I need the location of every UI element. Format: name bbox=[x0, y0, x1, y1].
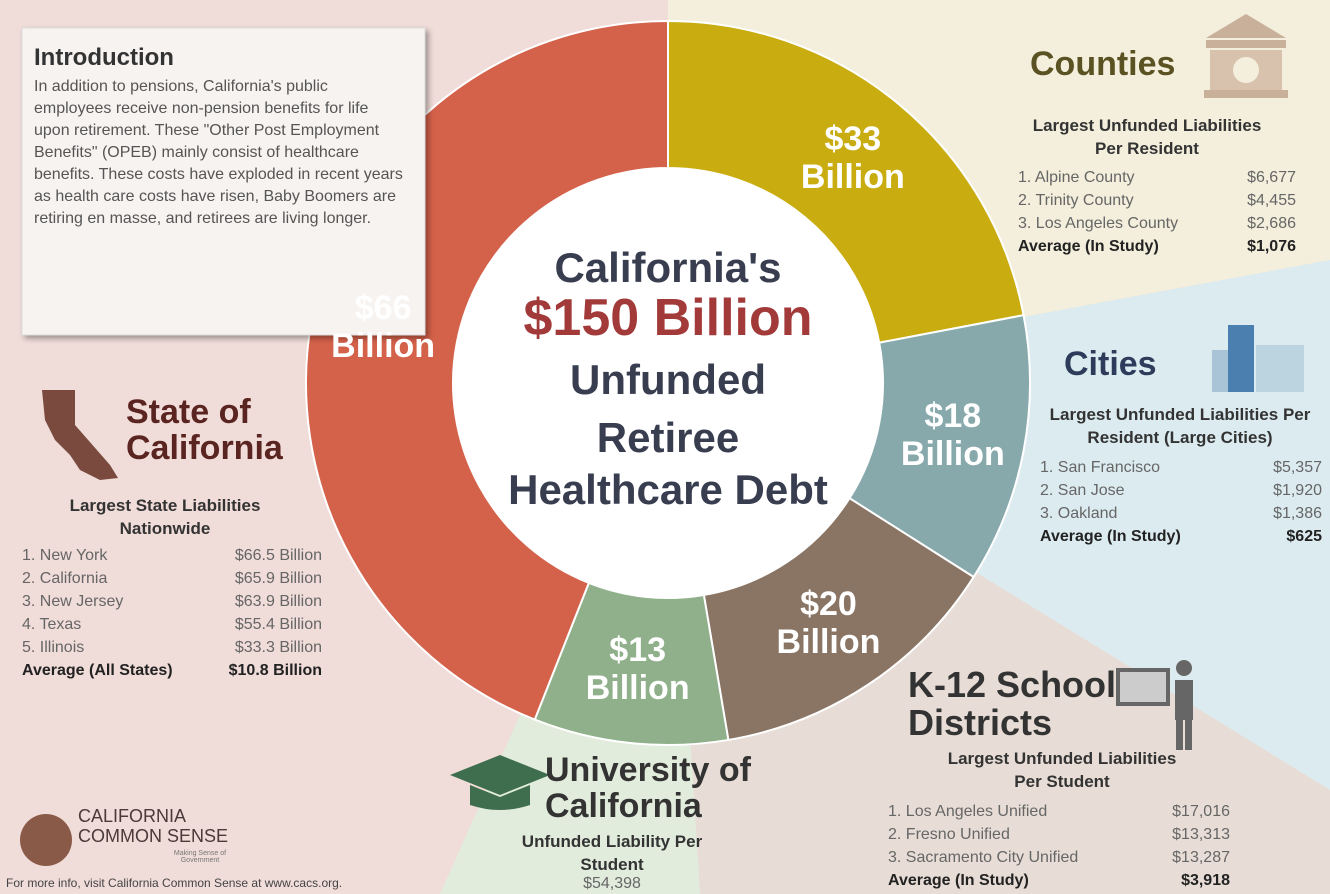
table-row: 1. San Francisco $5,357 bbox=[1040, 456, 1322, 479]
table-row: 3. Sacramento City Unified $13,287 bbox=[888, 846, 1230, 869]
row-name: 3. New Jersey bbox=[22, 593, 124, 610]
table-row: 2. Fresno Unified $13,313 bbox=[888, 823, 1230, 846]
section-subtitle: Largest Unfunded Liabilities Per Residen… bbox=[1032, 116, 1262, 158]
section-table: $54,398 bbox=[520, 872, 704, 894]
average-value: $3,918 bbox=[1181, 872, 1230, 889]
logo-tagline: Making Sense of Government bbox=[173, 850, 227, 864]
table-average: Average (All States) $10.8 Billion bbox=[22, 659, 322, 682]
section-heading: State of California bbox=[126, 393, 283, 467]
intro-box bbox=[21, 27, 426, 336]
logo-line1: CALIFORNIA bbox=[78, 806, 187, 826]
logo-line2: COMMON SENSE bbox=[78, 826, 229, 846]
row-value: $1,920 bbox=[1273, 482, 1322, 499]
row-value: $33.3 Billion bbox=[234, 639, 322, 656]
row-value: $65.9 Billion bbox=[234, 570, 322, 587]
table-average: $54,398 bbox=[520, 872, 704, 894]
table-row: 5. Illinois $33.3 Billion bbox=[22, 636, 322, 659]
average-name: Average (In Study) bbox=[1040, 528, 1181, 545]
table-average: Average (In Study) $3,918 bbox=[888, 869, 1230, 892]
center-title: $150 Billion bbox=[523, 289, 813, 347]
row-name: 3. Sacramento City Unified bbox=[888, 849, 1079, 866]
value-label: $18 Billion bbox=[900, 397, 1005, 474]
row-name: 3. Oakland bbox=[1040, 505, 1118, 522]
center-title: California's bbox=[554, 244, 782, 291]
table-row: 1. Alpine County $6,677 bbox=[1018, 166, 1296, 189]
value-label: $20 Billion bbox=[776, 584, 881, 661]
row-name: 1. New York bbox=[22, 547, 108, 564]
row-name: 3. Los Angeles County bbox=[1018, 215, 1179, 232]
row-value: $66.5 Billion bbox=[234, 547, 322, 564]
average-value: $54,398 bbox=[583, 875, 641, 892]
row-name: 2. Fresno Unified bbox=[888, 826, 1010, 843]
row-value: $4,455 bbox=[1247, 192, 1296, 209]
section-subtitle: Unfunded Liability Per Student bbox=[521, 832, 703, 874]
intro-text: In addition to pensions, California's pu… bbox=[34, 78, 403, 227]
row-value: $17,016 bbox=[1172, 803, 1230, 820]
table-row: 1. New York $66.5 Billion bbox=[22, 544, 322, 567]
average-name: Average (In Study) bbox=[1018, 238, 1159, 255]
value-label: $66 Billion bbox=[331, 288, 436, 365]
section-table: 1. Alpine County $6,677 2. Trinity County $… bbox=[1018, 166, 1296, 258]
section-subtitle: Largest Unfunded Liabilities Per Student bbox=[947, 749, 1177, 791]
table-row: 4. Texas $55.4 Billion bbox=[22, 613, 322, 636]
section-heading: Counties bbox=[1030, 45, 1176, 83]
row-name: 1. Los Angeles Unified bbox=[888, 803, 1048, 820]
table-row: 2. California $65.9 Billion bbox=[22, 567, 322, 590]
section-heading: University of California bbox=[545, 751, 751, 825]
average-name: Average (All States) bbox=[22, 662, 173, 679]
teacher-icon bbox=[1116, 660, 1193, 750]
california-icon bbox=[42, 390, 118, 480]
row-name: 5. Illinois bbox=[22, 639, 85, 656]
table-row: 2. San Jose $1,920 bbox=[1040, 479, 1322, 502]
value-label: $13 Billion bbox=[585, 631, 690, 708]
table-row: 3. Los Angeles County $2,686 bbox=[1018, 212, 1296, 235]
center-title: Retiree bbox=[596, 414, 740, 461]
center-title: Unfunded bbox=[570, 356, 766, 403]
row-value: $63.9 Billion bbox=[234, 593, 322, 610]
row-value: $13,313 bbox=[1172, 826, 1230, 843]
row-name: 4. Texas bbox=[22, 616, 82, 633]
row-value: $13,287 bbox=[1172, 849, 1230, 866]
row-name: 1. Alpine County bbox=[1018, 169, 1135, 186]
table-row: 3. Oakland $1,386 bbox=[1040, 502, 1322, 525]
city-icon bbox=[1212, 325, 1304, 392]
table-average: Average (In Study) $1,076 bbox=[1018, 235, 1296, 258]
section-heading: K-12 School Districts bbox=[908, 664, 1117, 743]
average-value: $625 bbox=[1286, 528, 1322, 545]
value-label: $33 Billion bbox=[800, 119, 905, 196]
center-title: Healthcare Debt bbox=[508, 466, 828, 513]
section-table: 1. San Francisco $5,357 2. San Jose $1,920 3… bbox=[1040, 456, 1322, 548]
row-value: $1,386 bbox=[1273, 505, 1322, 522]
section-table: 1. Los Angeles Unified $17,016 2. Fresno U… bbox=[888, 800, 1230, 892]
table-average: Average (In Study) $625 bbox=[1040, 525, 1322, 548]
cap-icon bbox=[450, 755, 550, 810]
row-value: $2,686 bbox=[1247, 215, 1296, 232]
average-value: $1,076 bbox=[1247, 238, 1296, 255]
row-name: 2. California bbox=[22, 570, 108, 587]
average-name: Average (In Study) bbox=[888, 872, 1029, 889]
average-value: $10.8 Billion bbox=[228, 662, 322, 679]
row-value: $5,357 bbox=[1273, 459, 1322, 476]
table-row: 2. Trinity County $4,455 bbox=[1018, 189, 1296, 212]
footer: For more info, visit California Common S… bbox=[6, 876, 343, 890]
row-name: 1. San Francisco bbox=[1040, 459, 1161, 476]
donut-hole bbox=[453, 168, 883, 598]
row-value: $6,677 bbox=[1247, 169, 1296, 186]
bank-icon bbox=[1204, 14, 1288, 98]
table-row: 1. Los Angeles Unified $17,016 bbox=[888, 800, 1230, 823]
logo-icon bbox=[20, 814, 72, 866]
section-subtitle: Largest State Liabilities Nationwide bbox=[69, 496, 261, 538]
row-name: 2. San Jose bbox=[1040, 482, 1125, 499]
table-row: 3. New Jersey $63.9 Billion bbox=[22, 590, 322, 613]
intro-title: Introduction bbox=[34, 44, 174, 71]
row-value: $55.4 Billion bbox=[234, 616, 322, 633]
section-table: 1. New York $66.5 Billion 2. California $65… bbox=[22, 544, 322, 682]
row-name: 2. Trinity County bbox=[1018, 192, 1134, 209]
section-subtitle: Largest Unfunded Liabilities Per Residen… bbox=[1049, 405, 1311, 447]
section-heading: Cities bbox=[1064, 345, 1157, 383]
